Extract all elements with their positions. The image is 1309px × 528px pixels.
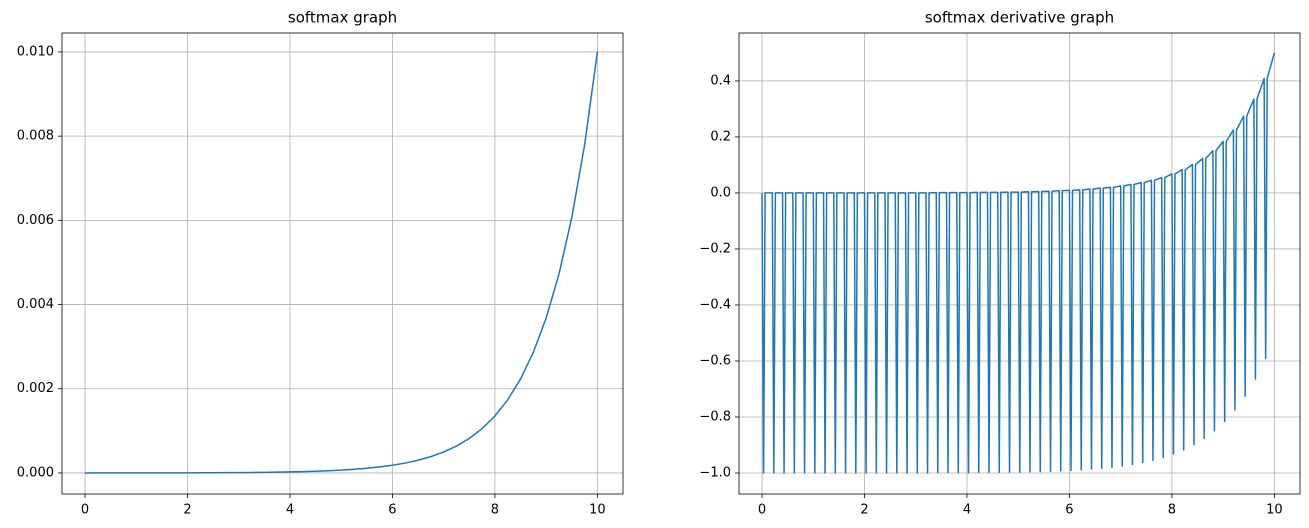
- x-tick-label: 4: [286, 503, 294, 518]
- x-tick-label: 6: [388, 503, 396, 518]
- x-tick-label: 2: [860, 503, 868, 518]
- chart-title: softmax graph: [288, 9, 397, 27]
- axes-frame: [738, 32, 1301, 495]
- x-tick-label: 6: [1065, 503, 1073, 518]
- x-tick-label: 4: [963, 503, 971, 518]
- x-tick-label: 2: [183, 503, 191, 518]
- y-tick-label: 0.010: [17, 44, 54, 59]
- y-tick-label: −1.0: [699, 465, 731, 480]
- data-line: [761, 52, 1276, 474]
- y-tick-label: 0.0: [710, 185, 731, 200]
- chart-title: softmax derivative graph: [925, 9, 1114, 27]
- y-tick-label: 0.002: [17, 381, 54, 396]
- y-tick-label: −0.8: [699, 409, 731, 424]
- x-tick-label: 10: [589, 503, 606, 518]
- y-tick-label: 0.000: [17, 465, 54, 480]
- y-tick-label: 0.2: [710, 129, 731, 144]
- x-tick-label: 0: [81, 503, 89, 518]
- x-tick-label: 8: [491, 503, 499, 518]
- y-tick-label: −0.2: [699, 241, 731, 256]
- y-tick-label: 0.004: [17, 297, 54, 312]
- y-tick-label: −0.6: [699, 353, 731, 368]
- data-line: [85, 51, 599, 474]
- y-tick-label: −0.4: [699, 297, 731, 312]
- x-tick-label: 8: [1168, 503, 1176, 518]
- y-tick-label: 0.008: [17, 129, 54, 144]
- y-tick-label: 0.4: [710, 73, 731, 88]
- x-tick-label: 10: [1266, 503, 1283, 518]
- y-tick-label: 0.006: [17, 213, 54, 228]
- x-tick-label: 0: [758, 503, 766, 518]
- axes-frame: [61, 32, 624, 495]
